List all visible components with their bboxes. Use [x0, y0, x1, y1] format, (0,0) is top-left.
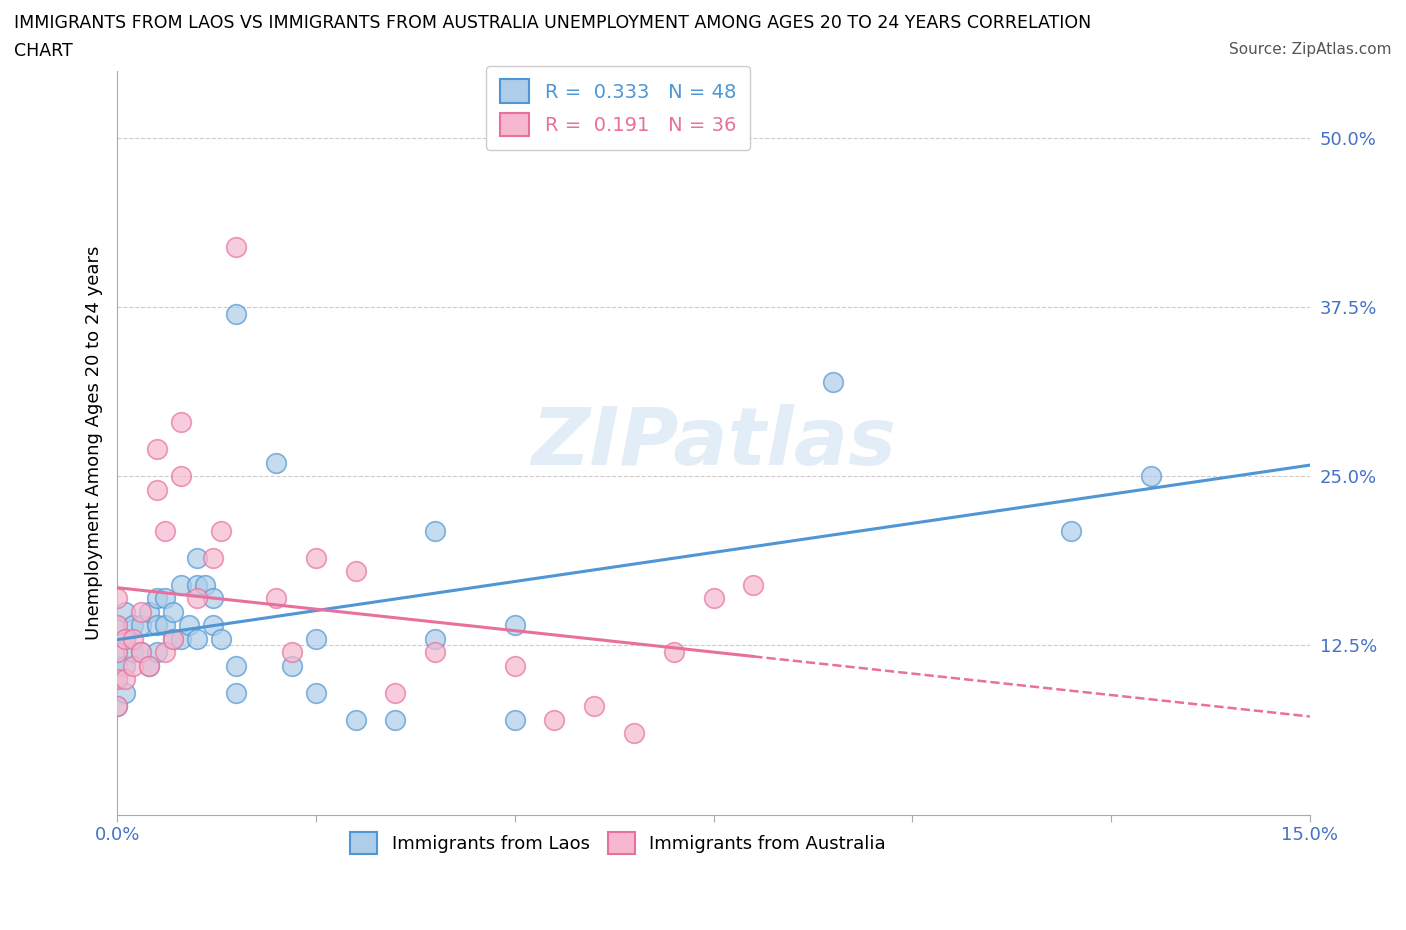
Point	[209, 523, 232, 538]
Point	[543, 712, 565, 727]
Point	[225, 239, 247, 254]
Point	[170, 578, 193, 592]
Y-axis label: Unemployment Among Ages 20 to 24 years: Unemployment Among Ages 20 to 24 years	[86, 246, 103, 640]
Point	[425, 644, 447, 659]
Point	[702, 591, 724, 605]
Point	[186, 551, 208, 565]
Point	[186, 578, 208, 592]
Point	[225, 685, 247, 700]
Point	[105, 618, 128, 632]
Point	[623, 726, 645, 741]
Point	[114, 604, 136, 619]
Point	[122, 618, 145, 632]
Point	[138, 658, 160, 673]
Point	[305, 551, 328, 565]
Text: ZIPatlas: ZIPatlas	[531, 404, 896, 482]
Point	[201, 591, 224, 605]
Text: Source: ZipAtlas.com: Source: ZipAtlas.com	[1229, 42, 1392, 57]
Point	[281, 658, 304, 673]
Text: IMMIGRANTS FROM LAOS VS IMMIGRANTS FROM AUSTRALIA UNEMPLOYMENT AMONG AGES 20 TO : IMMIGRANTS FROM LAOS VS IMMIGRANTS FROM …	[14, 14, 1091, 32]
Point	[105, 591, 128, 605]
Point	[129, 644, 152, 659]
Point	[264, 591, 287, 605]
Point	[105, 699, 128, 714]
Point	[186, 631, 208, 646]
Point	[146, 591, 169, 605]
Point	[305, 631, 328, 646]
Point	[122, 658, 145, 673]
Point	[153, 618, 176, 632]
Point	[114, 685, 136, 700]
Point	[503, 618, 526, 632]
Point	[153, 644, 176, 659]
Point	[344, 712, 367, 727]
Text: CHART: CHART	[14, 42, 73, 60]
Point	[225, 307, 247, 322]
Point	[153, 591, 176, 605]
Point	[114, 631, 136, 646]
Point	[1060, 523, 1083, 538]
Point	[384, 685, 406, 700]
Point	[225, 658, 247, 673]
Point	[209, 631, 232, 646]
Point	[153, 523, 176, 538]
Point	[281, 644, 304, 659]
Point	[138, 658, 160, 673]
Point	[162, 604, 184, 619]
Point	[146, 442, 169, 457]
Point	[138, 604, 160, 619]
Point	[162, 631, 184, 646]
Point	[105, 644, 128, 659]
Point	[425, 523, 447, 538]
Point	[821, 375, 844, 390]
Point	[503, 712, 526, 727]
Point	[264, 456, 287, 471]
Point	[503, 658, 526, 673]
Point	[662, 644, 685, 659]
Point	[583, 699, 606, 714]
Point	[105, 671, 128, 686]
Point	[170, 415, 193, 430]
Point	[201, 618, 224, 632]
Point	[129, 644, 152, 659]
Point	[114, 671, 136, 686]
Point	[146, 644, 169, 659]
Point	[122, 631, 145, 646]
Legend: Immigrants from Laos, Immigrants from Australia: Immigrants from Laos, Immigrants from Au…	[343, 825, 893, 861]
Point	[170, 631, 193, 646]
Point	[105, 644, 128, 659]
Point	[105, 671, 128, 686]
Point	[146, 483, 169, 498]
Point	[105, 618, 128, 632]
Point	[1140, 469, 1163, 484]
Point	[170, 469, 193, 484]
Point	[105, 699, 128, 714]
Point	[425, 631, 447, 646]
Point	[114, 658, 136, 673]
Point	[742, 578, 765, 592]
Point	[344, 564, 367, 578]
Point	[129, 604, 152, 619]
Point	[122, 644, 145, 659]
Point	[146, 618, 169, 632]
Point	[384, 712, 406, 727]
Point	[194, 578, 217, 592]
Point	[162, 631, 184, 646]
Point	[114, 631, 136, 646]
Point	[305, 685, 328, 700]
Point	[201, 551, 224, 565]
Point	[186, 591, 208, 605]
Point	[129, 618, 152, 632]
Point	[177, 618, 200, 632]
Point	[105, 658, 128, 673]
